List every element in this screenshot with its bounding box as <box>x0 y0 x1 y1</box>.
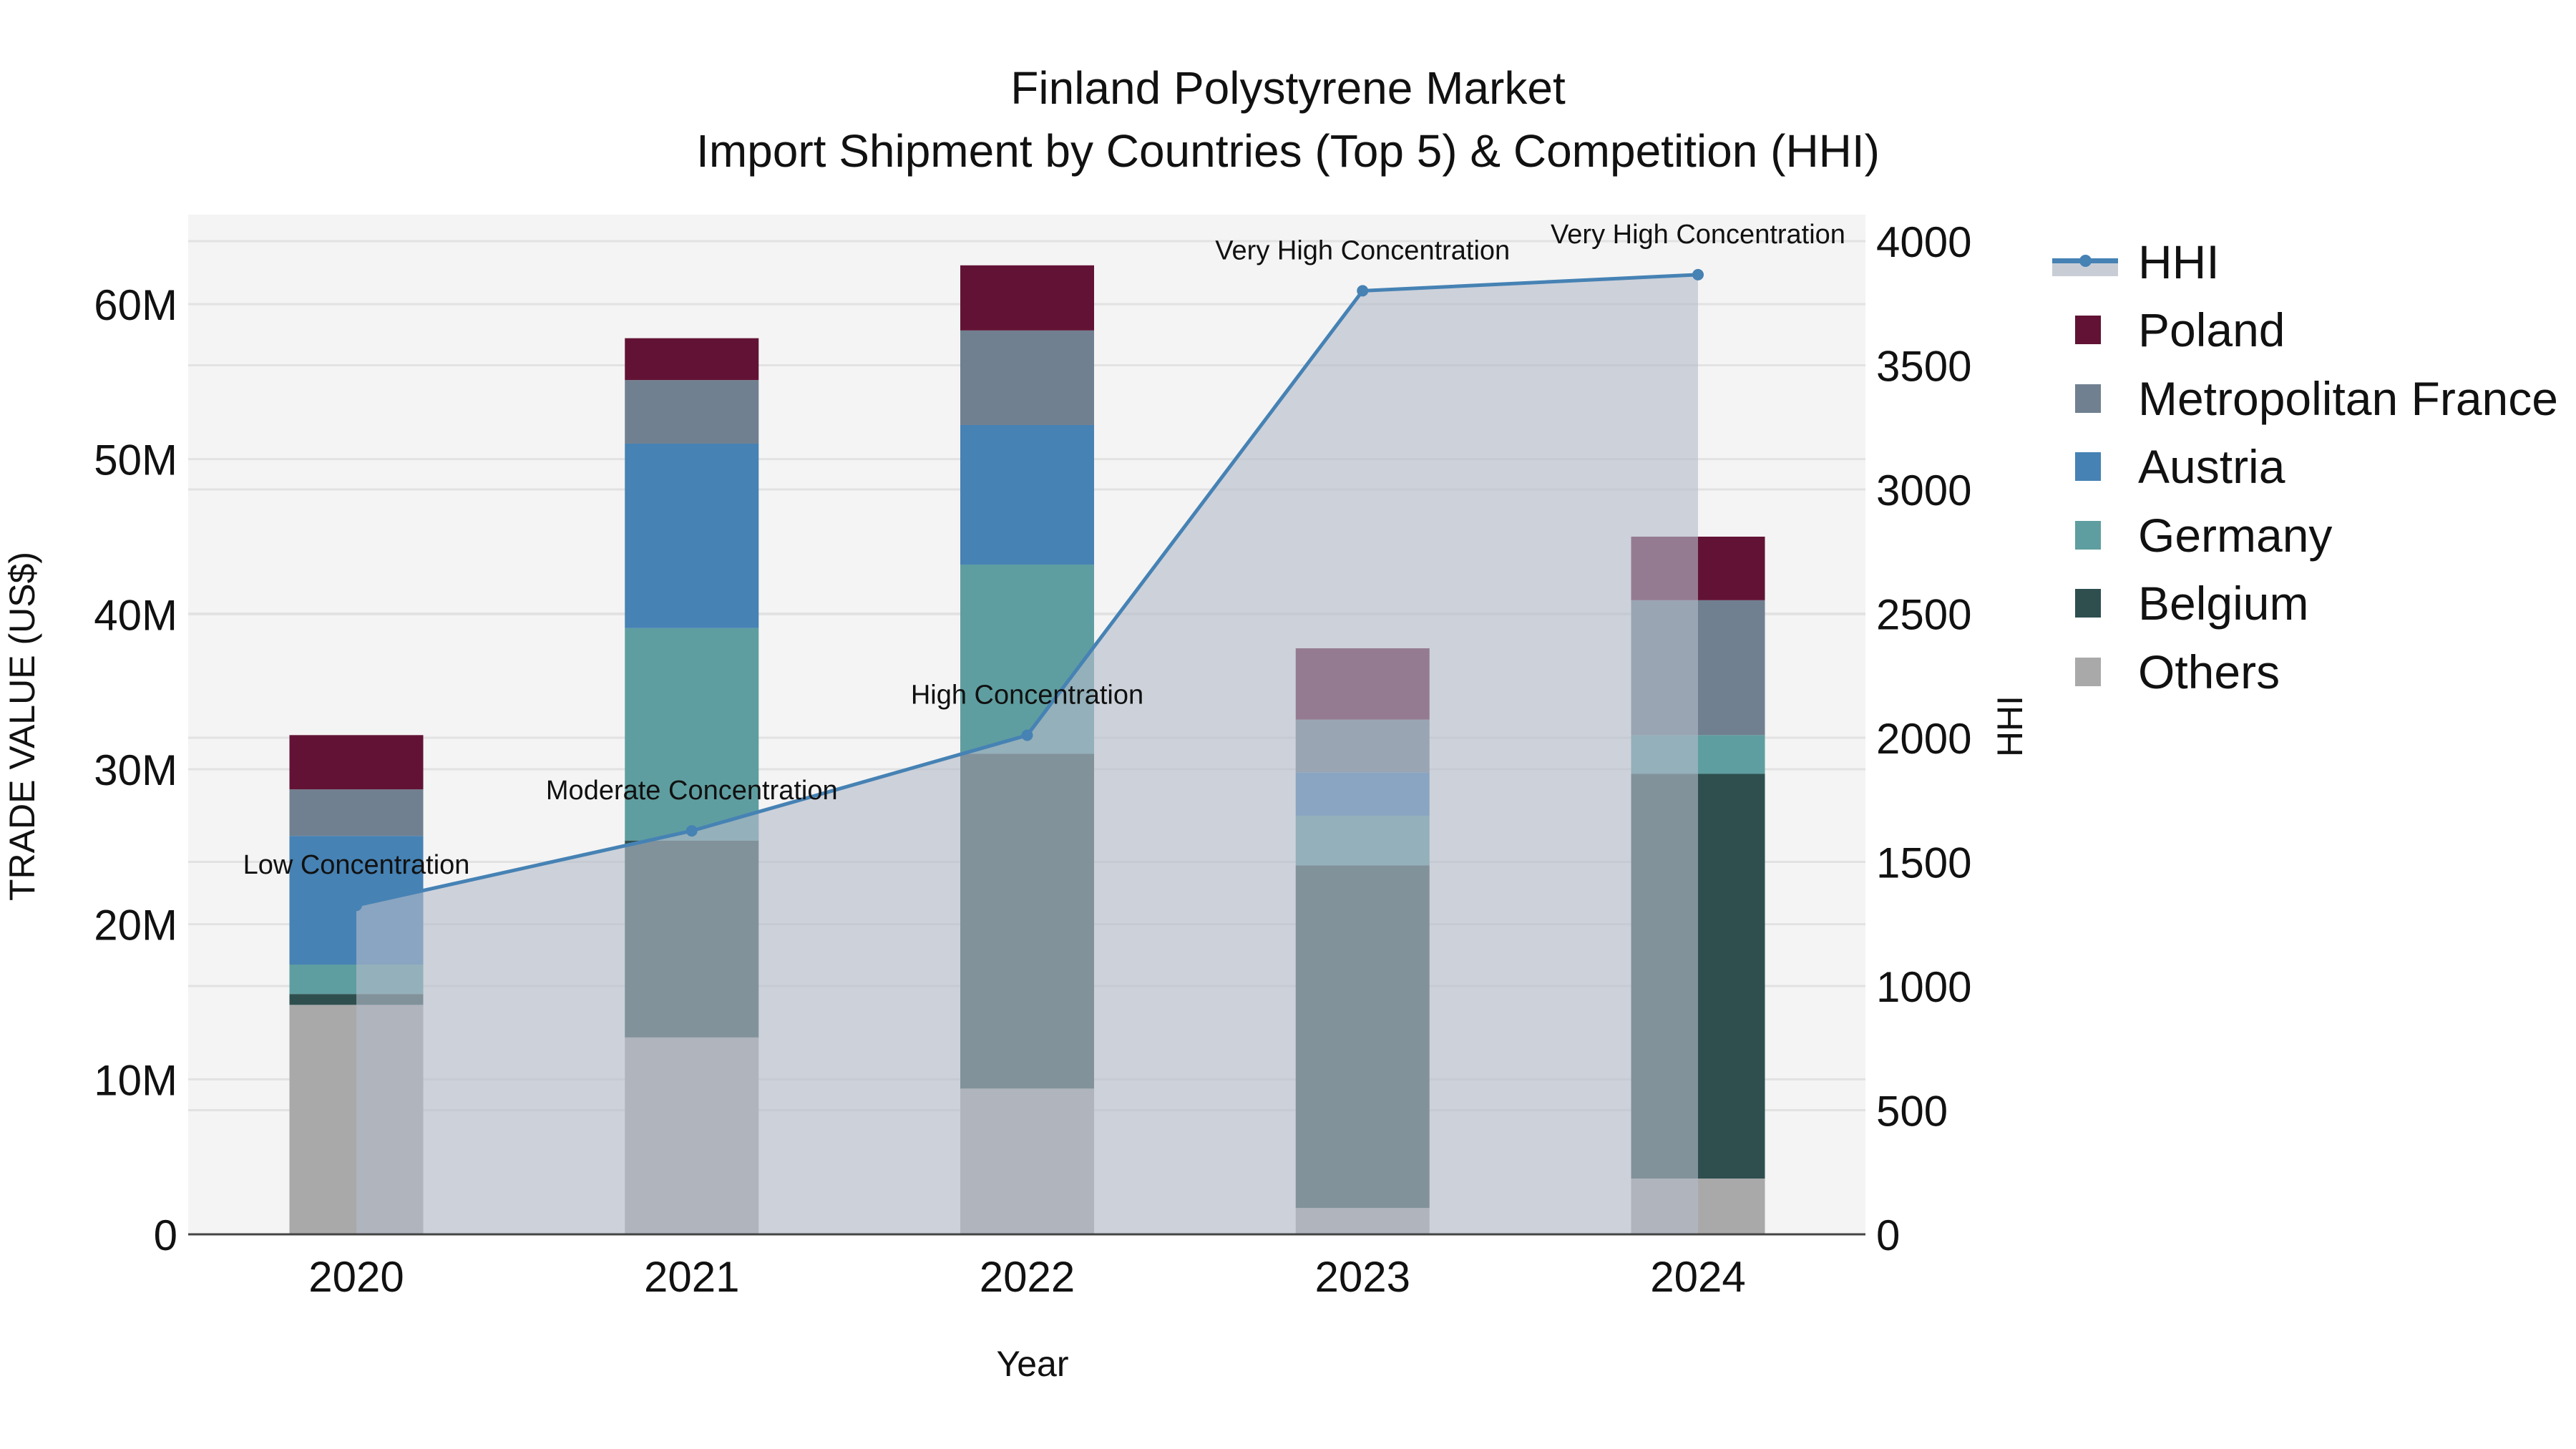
legend-label: Poland <box>2138 303 2285 357</box>
bar-segment-metropolitan-france <box>960 330 1094 425</box>
x-axis-title: Year <box>996 1344 1068 1384</box>
hhi-marker <box>1692 268 1704 280</box>
hhi-annotations: Low Concentration Moderate Concentration H… <box>243 220 1845 880</box>
legend-label: Germany <box>2138 508 2333 562</box>
bar-segment-metropolitan-france <box>625 380 759 444</box>
y-right-tick-label: 4000 <box>1876 218 1971 266</box>
legend-item-others[interactable]: Others <box>2052 638 2558 706</box>
y-axis-right-title: HHI <box>1990 696 2030 757</box>
y-right-tick-label: 500 <box>1876 1088 1948 1136</box>
color-swatch-icon <box>2075 520 2101 550</box>
hhi-annotation-label: Very High Concentration <box>1551 220 1845 250</box>
bar-segment-poland <box>625 338 759 381</box>
hhi-marker <box>1021 729 1033 741</box>
x-tick-label: 2023 <box>1315 1253 1410 1301</box>
line-marker-icon <box>2052 248 2118 276</box>
legend-item-germany[interactable]: Germany <box>2052 501 2558 570</box>
hhi-annotation-label: Very High Concentration <box>1215 235 1510 265</box>
bar-segment-germany <box>625 628 759 841</box>
legend-item-hhi[interactable]: HHI <box>2052 228 2558 296</box>
bar-segment-metropolitan-france <box>289 789 424 836</box>
legend-label: Metropolitan France <box>2138 371 2558 425</box>
y-right-tick-label: 2500 <box>1876 591 1971 639</box>
hhi-annotation-label: High Concentration <box>911 680 1143 711</box>
bar-segment-poland <box>289 735 424 790</box>
y-left-tick-label: 10M <box>94 1056 177 1104</box>
bar-segment-poland <box>960 265 1094 331</box>
hhi-annotation-label: Low Concentration <box>243 850 470 880</box>
color-swatch-icon <box>2075 657 2101 686</box>
bar-segment-austria <box>960 424 1094 565</box>
legend-item-austria[interactable]: Austria <box>2052 433 2558 502</box>
y-right-tick-label: 0 <box>1876 1211 1900 1259</box>
y-axis-left-ticks: 0 10M 20M 30M 40M 50M 60M <box>94 281 177 1259</box>
legend-item-belgium[interactable]: Belgium <box>2052 570 2558 638</box>
y-right-tick-label: 3500 <box>1876 343 1971 391</box>
hhi-annotation-label: Moderate Concentration <box>546 776 838 806</box>
bar-segment-austria <box>625 443 759 628</box>
color-swatch-icon <box>2075 452 2101 482</box>
color-swatch-icon <box>2075 589 2101 618</box>
y-right-tick-label: 3000 <box>1876 467 1971 514</box>
x-tick-label: 2020 <box>308 1253 404 1301</box>
y-axis-left-title: TRADE VALUE (US$) <box>2 552 42 901</box>
color-swatch-icon <box>2075 316 2101 345</box>
x-tick-label: 2022 <box>980 1253 1075 1301</box>
y-right-tick-label: 2000 <box>1876 715 1971 763</box>
x-axis-ticks: 2020 2021 2022 2023 2024 <box>308 1253 1745 1301</box>
legend-label: HHI <box>2138 235 2220 288</box>
y-axis-right-ticks: 0 500 1000 1500 2000 2500 3000 3500 4000 <box>1876 218 1971 1259</box>
legend-label: Belgium <box>2138 577 2309 630</box>
hhi-marker <box>351 899 362 912</box>
legend-label: Others <box>2138 645 2280 698</box>
legend-item-metropolitan-france[interactable]: Metropolitan France <box>2052 364 2558 433</box>
y-right-tick-label: 1500 <box>1876 839 1971 887</box>
y-left-tick-label: 30M <box>94 746 177 794</box>
x-tick-label: 2021 <box>644 1253 739 1301</box>
legend-label: Austria <box>2138 440 2285 494</box>
legend: HHI Poland Metropolitan France Austria G… <box>2052 228 2558 706</box>
color-swatch-icon <box>2075 384 2101 413</box>
hhi-marker <box>686 825 698 837</box>
y-left-tick-label: 0 <box>154 1211 177 1259</box>
y-left-tick-label: 50M <box>94 436 177 484</box>
hhi-marker <box>1357 285 1369 297</box>
y-left-tick-label: 60M <box>94 281 177 329</box>
y-left-tick-label: 20M <box>94 902 177 950</box>
x-tick-label: 2024 <box>1650 1253 1745 1301</box>
legend-item-poland[interactable]: Poland <box>2052 296 2558 365</box>
hhi-series <box>351 268 1704 1235</box>
hhi-area <box>356 274 1698 1235</box>
y-left-tick-label: 40M <box>94 591 177 639</box>
y-right-tick-label: 1000 <box>1876 963 1971 1011</box>
